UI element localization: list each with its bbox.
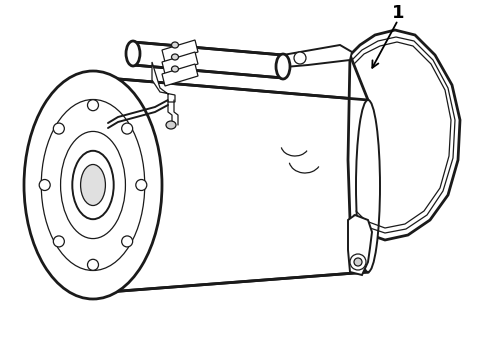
- Circle shape: [294, 52, 306, 64]
- Polygon shape: [162, 64, 198, 86]
- Ellipse shape: [88, 100, 98, 111]
- Circle shape: [354, 258, 362, 266]
- Ellipse shape: [73, 151, 114, 219]
- Ellipse shape: [39, 180, 50, 190]
- Ellipse shape: [61, 131, 125, 239]
- Ellipse shape: [356, 100, 380, 272]
- Ellipse shape: [53, 123, 64, 134]
- Ellipse shape: [136, 180, 147, 190]
- Polygon shape: [95, 77, 368, 293]
- Ellipse shape: [24, 71, 162, 299]
- Text: 1: 1: [392, 4, 404, 22]
- Ellipse shape: [122, 123, 133, 134]
- Polygon shape: [162, 40, 198, 62]
- Circle shape: [350, 254, 366, 270]
- Polygon shape: [348, 30, 460, 240]
- Ellipse shape: [276, 54, 290, 79]
- Ellipse shape: [80, 165, 105, 206]
- Polygon shape: [133, 42, 283, 78]
- Ellipse shape: [126, 41, 140, 66]
- Polygon shape: [152, 62, 175, 102]
- Ellipse shape: [172, 54, 178, 60]
- Ellipse shape: [166, 121, 176, 129]
- Polygon shape: [283, 45, 352, 67]
- Ellipse shape: [122, 236, 133, 247]
- Ellipse shape: [53, 236, 64, 247]
- Ellipse shape: [172, 66, 178, 72]
- Polygon shape: [162, 52, 198, 74]
- Ellipse shape: [172, 42, 178, 48]
- Ellipse shape: [88, 259, 98, 270]
- Polygon shape: [348, 215, 372, 275]
